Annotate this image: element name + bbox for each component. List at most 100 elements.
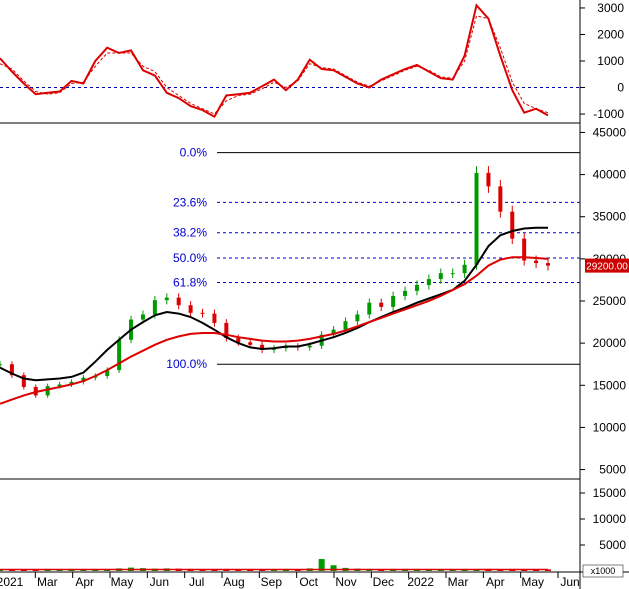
candle-body — [236, 338, 241, 343]
candle-body — [188, 305, 193, 313]
osc-tick-label-3: 0 — [617, 81, 624, 95]
volume-bar — [330, 565, 337, 571]
candle-body — [164, 297, 169, 301]
candle-body — [176, 297, 181, 306]
fib-label-1: 23.6% — [173, 195, 207, 209]
volume-bar — [509, 569, 516, 571]
price-tick-label-2: 35000 — [593, 210, 627, 224]
x-tick-label-5: Jul — [189, 575, 204, 589]
volume-unit-box — [582, 564, 624, 578]
candle-body — [200, 312, 205, 314]
fib-label-5: 100.0% — [166, 357, 207, 371]
volume-bar — [211, 569, 218, 571]
x-tick-label-0: 2021 — [0, 575, 24, 589]
volume-tick-label-1: 10000 — [593, 512, 627, 526]
candle-body — [450, 273, 455, 275]
volume-bar — [56, 569, 63, 571]
candle-body — [486, 172, 491, 187]
candle-body — [414, 284, 419, 291]
candle-body — [510, 211, 515, 239]
candle-body — [45, 386, 50, 396]
candle-body — [0, 364, 2, 366]
volume-tick-label-0: 15000 — [593, 486, 627, 500]
candle-body — [152, 300, 157, 315]
volume-bar — [449, 569, 456, 571]
x-tick-label-1: Mar — [37, 575, 58, 589]
candle-body — [81, 377, 86, 382]
candle-body — [9, 364, 14, 376]
candle-body — [438, 273, 443, 280]
candle-body — [212, 313, 217, 323]
candle-body — [379, 302, 384, 307]
volume-bar — [521, 569, 528, 571]
x-tick-label-12: Mar — [448, 575, 469, 589]
volume-bar — [425, 569, 432, 571]
price-tick-label-7: 10000 — [593, 420, 627, 434]
osc-tick-label-2: 1000 — [597, 54, 624, 68]
x-tick-label-7: Sep — [261, 575, 283, 589]
volume-bar — [68, 569, 75, 571]
volume-bar — [235, 569, 242, 571]
candle-body — [498, 186, 503, 212]
last-price-tag — [585, 258, 629, 273]
volume-bar — [92, 569, 99, 571]
candle-body — [307, 345, 312, 348]
price-tick-label-6: 15000 — [593, 378, 627, 392]
volume-bar — [247, 569, 254, 571]
x-tick-label-9: Nov — [335, 575, 356, 589]
fib-label-4: 61.8% — [173, 275, 207, 289]
candle-body — [69, 381, 74, 385]
volume-tick-label-2: 5000 — [599, 538, 626, 552]
volume-bar — [437, 569, 444, 571]
candle-body — [426, 279, 431, 285]
price-tick-label-1: 40000 — [593, 168, 627, 182]
volume-bar — [80, 569, 87, 571]
last-price-label: 29200.00 — [586, 262, 628, 273]
moving-average-0 — [0, 226, 548, 382]
candle-body — [140, 314, 145, 320]
candle-body — [474, 172, 479, 265]
x-tick-label-3: May — [111, 575, 134, 589]
candle-body — [224, 322, 229, 339]
candle-body — [522, 238, 527, 261]
candle-body — [343, 321, 348, 330]
volume-panel — [0, 559, 551, 571]
candle-body — [546, 263, 550, 266]
volume-bar — [32, 569, 39, 571]
candle-body — [105, 370, 110, 377]
osc-tick-label-0: 3000 — [597, 1, 624, 15]
x-tick-label-11: 2022 — [407, 575, 434, 589]
candle-body — [260, 344, 265, 350]
x-tick-label-14: May — [521, 575, 544, 589]
osc-tick-label-1: 2000 — [597, 27, 624, 41]
candle-body — [403, 290, 408, 296]
candle-body — [462, 264, 467, 274]
volume-bar — [318, 559, 325, 571]
price-panel: 0.0% 23.6% 38.2% 50.0% 61.8% 100.0% — [0, 146, 580, 405]
candle-body — [534, 260, 539, 264]
volume-unit-label: x1000 — [591, 566, 616, 576]
candle-body — [367, 302, 372, 315]
fib-label-3: 50.0% — [173, 251, 207, 265]
price-tick-label-4: 25000 — [593, 294, 627, 308]
candle-body — [391, 295, 396, 307]
x-tick-label-4: Jun — [150, 575, 169, 589]
x-tick-label-8: Oct — [299, 575, 318, 589]
price-tick-label-8: 5000 — [599, 463, 626, 477]
volume-bar — [259, 569, 266, 571]
oscillator-line-1 — [0, 15, 549, 115]
candle-body — [355, 314, 360, 322]
candle-body — [57, 384, 62, 387]
candle-body — [331, 329, 336, 335]
fib-label-0: 0.0% — [180, 146, 208, 160]
osc-tick-label-4: -1000 — [593, 107, 624, 121]
x-tick-label-15: Jun — [560, 575, 579, 589]
candle-body — [117, 339, 122, 371]
x-tick-label-13: Apr — [486, 575, 505, 589]
moving-average-1 — [0, 256, 549, 405]
oscillator-line-0 — [0, 3, 549, 119]
volume-bar — [223, 569, 230, 571]
